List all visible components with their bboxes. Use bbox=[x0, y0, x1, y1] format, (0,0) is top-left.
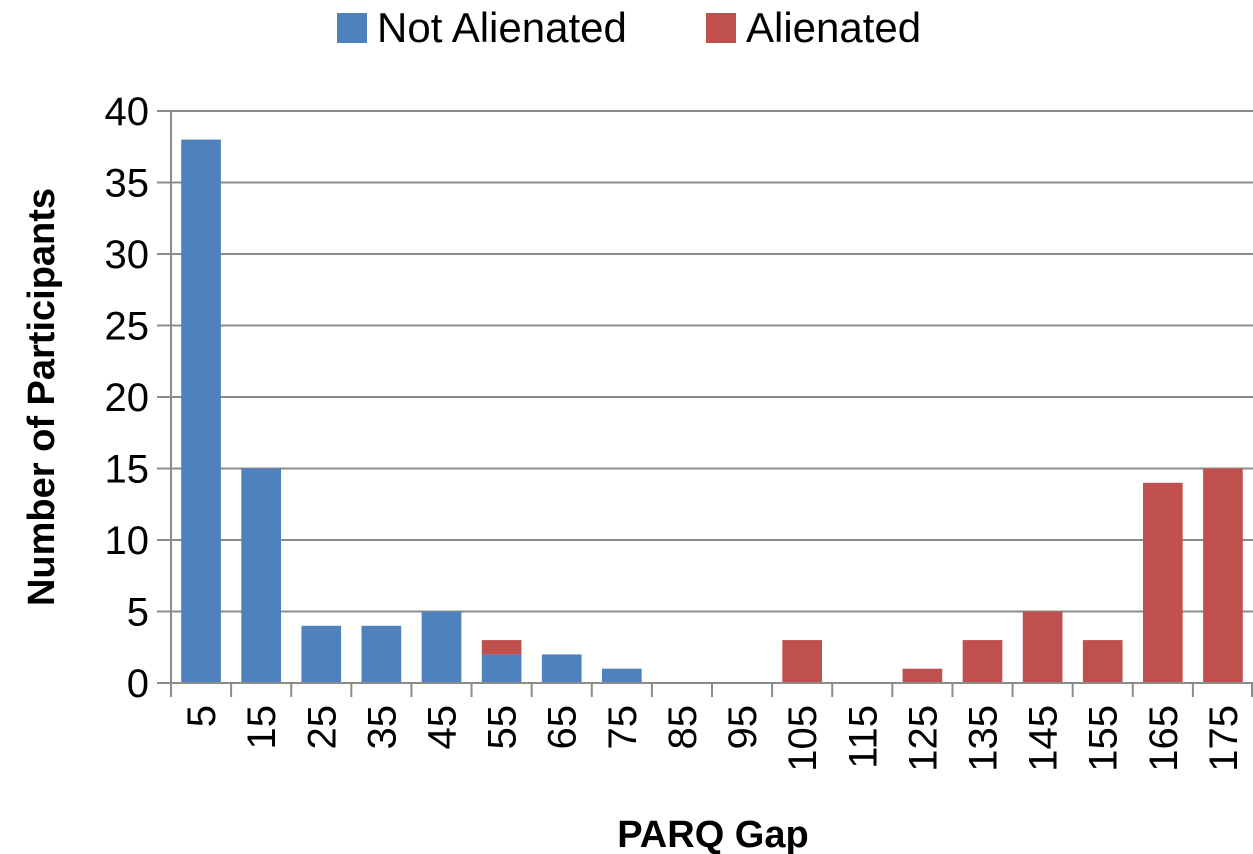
x-tick-label: 45 bbox=[421, 705, 465, 750]
legend-swatch-alienated bbox=[706, 13, 736, 43]
legend-swatch-not-alienated bbox=[337, 13, 367, 43]
bar-not-alienated-5 bbox=[181, 139, 221, 684]
bar-alienated-55 bbox=[481, 640, 522, 655]
x-tick-label: 15 bbox=[240, 705, 284, 750]
y-tick-label: 10 bbox=[105, 519, 150, 563]
x-tick-labels: 5 15 25 35 45 55 65 75 85 95 105 115 125 135 145 155 165… bbox=[180, 705, 1246, 772]
bar-alienated-165 bbox=[1142, 482, 1183, 683]
bar-alienated-105 bbox=[782, 640, 823, 683]
bar-alienated-125 bbox=[902, 668, 943, 683]
x-tick-label: 115 bbox=[841, 705, 885, 769]
x-axis-title: PARQ Gap bbox=[617, 814, 808, 854]
bar-not-alienated-55 bbox=[481, 654, 522, 683]
bar-not-alienated-25 bbox=[301, 625, 342, 683]
legend: Not Alienated Alienated bbox=[337, 4, 921, 51]
axes bbox=[170, 111, 1253, 697]
y-tick-label: 15 bbox=[105, 448, 150, 492]
x-tick-label: 135 bbox=[962, 705, 1006, 772]
x-tick-label: 5 bbox=[180, 705, 224, 727]
y-tick-label: 20 bbox=[105, 376, 150, 420]
y-tick-label: 0 bbox=[127, 662, 149, 706]
x-tick-label: 85 bbox=[661, 705, 705, 750]
y-tick-label: 35 bbox=[105, 162, 150, 206]
x-tick-label: 165 bbox=[1142, 705, 1186, 772]
bar-alienated-145 bbox=[1022, 611, 1063, 683]
bar-not-alienated-75 bbox=[601, 668, 642, 683]
y-tick-label: 5 bbox=[127, 591, 149, 635]
bar-not-alienated-35 bbox=[361, 625, 402, 683]
x-tick-label: 105 bbox=[781, 705, 825, 772]
bar-alienated-135 bbox=[962, 640, 1003, 683]
bar-not-alienated-15 bbox=[241, 468, 282, 683]
y-axis-title: Number of Participants bbox=[21, 188, 63, 606]
x-tick-label: 25 bbox=[300, 705, 344, 750]
x-tick-label: 155 bbox=[1082, 705, 1126, 772]
x-tick-label: 65 bbox=[541, 705, 585, 750]
y-tick-labels: 0 5 10 15 20 25 30 35 40 bbox=[105, 90, 150, 706]
y-tick-label: 40 bbox=[105, 90, 150, 134]
y-tick-label: 25 bbox=[105, 305, 150, 349]
legend-label-alienated: Alienated bbox=[746, 4, 921, 51]
x-tick-label: 75 bbox=[601, 705, 645, 750]
bars bbox=[181, 139, 1243, 684]
x-tick-label: 95 bbox=[721, 705, 765, 750]
legend-label-not-alienated: Not Alienated bbox=[377, 4, 627, 51]
bar-not-alienated-45 bbox=[421, 611, 462, 683]
y-tick-label: 30 bbox=[105, 233, 150, 277]
x-tick-label: 125 bbox=[901, 705, 945, 772]
bar-alienated-155 bbox=[1082, 640, 1123, 683]
gridlines bbox=[157, 110, 1253, 684]
x-tick-label: 145 bbox=[1022, 705, 1066, 772]
bar-not-alienated-65 bbox=[541, 654, 582, 683]
x-tick-label: 35 bbox=[360, 705, 404, 750]
x-tick-label: 55 bbox=[481, 705, 525, 750]
x-tick-label: 175 bbox=[1202, 705, 1246, 772]
bar-alienated-175 bbox=[1203, 468, 1243, 683]
